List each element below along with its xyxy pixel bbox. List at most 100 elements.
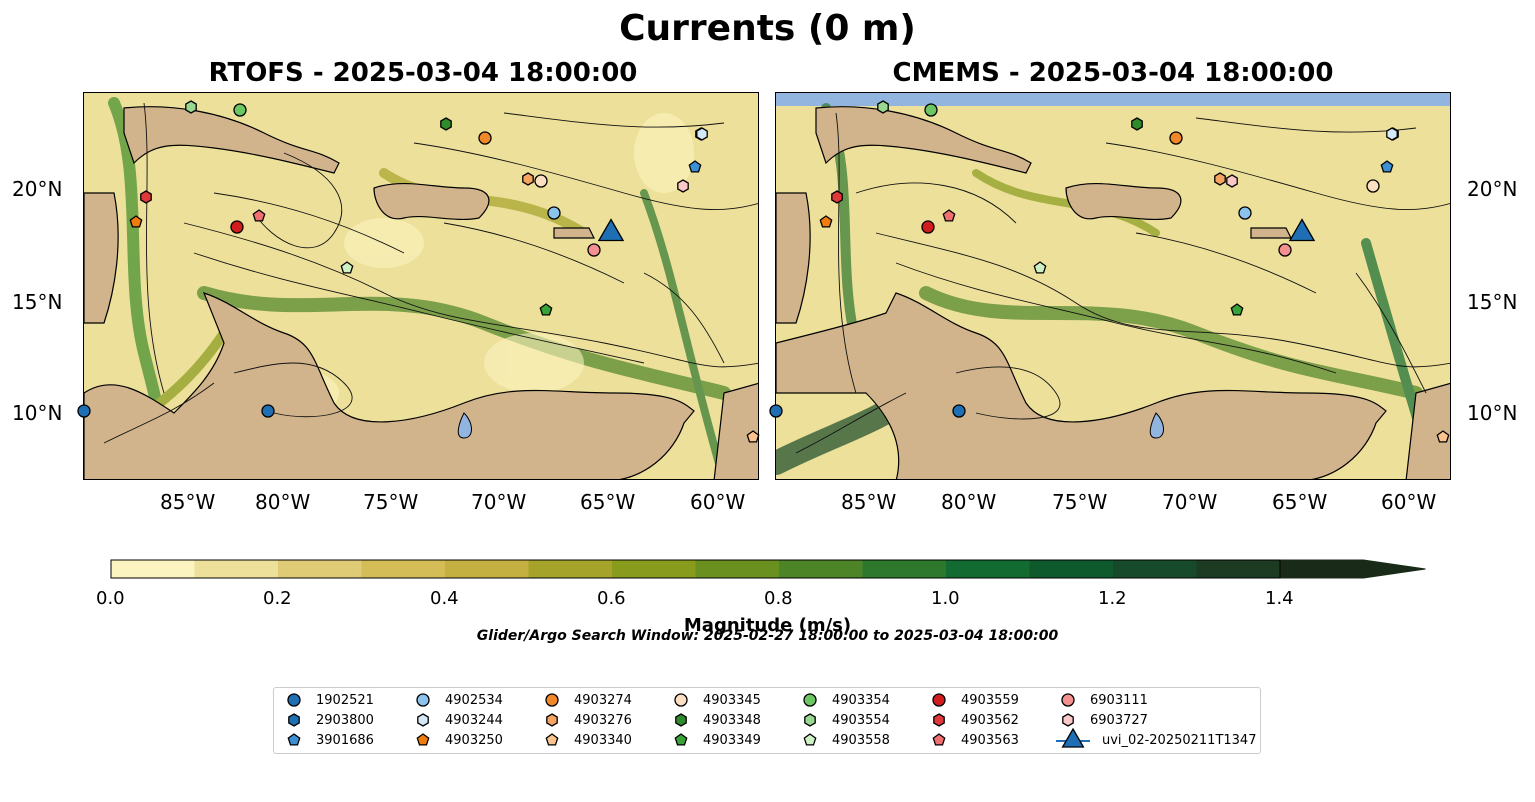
lon-tick-label: 80°W [255,490,311,514]
legend-float-marker [417,713,429,727]
legend-float-marker [416,733,430,746]
lon-tick-label: 75°W [1052,490,1108,514]
float-marker-rtofs [77,404,91,418]
legend-marker-icon [1061,693,1075,707]
colorbar-segment [445,560,529,578]
float-marker-cmems [921,220,935,234]
colorbar-segment [1113,560,1197,578]
float-marker-rtofs [129,215,143,228]
streamlines-rtofs [103,102,758,444]
colorbar-tick-label: 0.6 [597,588,626,609]
lon-tick-label: 80°W [941,490,997,514]
legend-marker-icon [546,713,558,727]
float-marker-cmems [769,404,783,418]
float-marker-rtofs [140,190,152,204]
legend-float-marker [546,713,558,727]
lon-tick-label: 65°W [1272,490,1328,514]
legend-item-label: 3901686 [316,732,374,748]
float-marker-cmems [1226,174,1238,188]
colorbar-segment [612,560,696,578]
lat-left-tick-label: 15°N [12,290,63,314]
colorbar-segment [111,560,195,578]
colorbar-segment [361,560,446,578]
legend-float-marker [675,713,687,727]
lat-right-tick-label: 10°N [1467,401,1518,425]
colorbar-tick-label: 0.2 [263,588,292,609]
legend-marker-icon [933,713,945,727]
legend-item-label: 4902534 [445,692,503,708]
float-marker-rtofs [230,220,244,234]
legend-item-label: 4903559 [961,692,1019,708]
colorbar-extend-arrow [1279,559,1426,579]
float-marker-cmems [831,190,843,204]
float-marker-cmems [952,404,966,418]
legend-item-label: uvi_02-20250211T1347 [1102,732,1257,748]
float-marker-rtofs [340,261,354,274]
lon-tick-label: 75°W [363,490,419,514]
colorbar-tick-label: 1.0 [931,588,960,609]
legend-item: 4903559 [929,690,1019,710]
colorbar-segment [946,560,1030,578]
float-marker-rtofs [534,174,548,188]
legend-item-label: 4903345 [703,692,761,708]
legend-glider-marker [1061,727,1085,748]
legend-item: 4903354 [800,690,890,710]
legend-marker-icon [416,733,430,746]
legend-marker-icon [674,733,688,746]
legend-item: 4903558 [800,730,890,750]
legend-marker-icon [675,713,687,727]
legend-item-label: 4903558 [832,732,890,748]
legend-item-label: 4903274 [574,692,632,708]
float-marker-cmems [877,100,889,114]
float-marker-cmems [1436,430,1450,443]
legend-item: 4903340 [542,730,632,750]
map-panel-rtofs [83,92,759,480]
legend-item-label: 4903340 [574,732,632,748]
glider-marker-cmems [1288,218,1316,242]
legend-item-label: 4903554 [832,712,890,728]
legend-item-label: 4903354 [832,692,890,708]
float-marker-cmems [942,209,956,222]
float-marker-cmems [1169,131,1183,145]
float-marker-rtofs [547,206,561,220]
colorbar-tick-label: 1.2 [1098,588,1127,609]
legend-float-marker [804,713,816,727]
float-marker-rtofs [587,243,601,257]
float-marker-rtofs [478,131,492,145]
float-marker-rtofs [233,103,247,117]
legend-marker-icon [545,733,559,746]
legend-item: 4903562 [929,710,1019,730]
legend-float-marker [416,693,430,707]
float-marker-rtofs [261,404,275,418]
legend-float-marker [287,733,301,746]
legend-item: 6903727 [1058,710,1148,730]
float-marker-cmems [1131,117,1143,131]
float-marker-cmems [1366,179,1380,193]
float-marker-rtofs [539,303,553,316]
legend-item: 4903345 [671,690,761,710]
legend-item: 6903111 [1058,690,1148,710]
legend-float-marker [932,733,946,746]
legend-item: 4903276 [542,710,632,730]
colorbar-segment [528,560,613,578]
lon-tick-label: 85°W [160,490,216,514]
legend-item: 4903250 [413,730,503,750]
float-marker-cmems [924,103,938,117]
colorbar [110,559,1426,579]
panel-title-cmems: CMEMS - 2025-03-04 18:00:00 [892,58,1334,88]
panel-title-rtofs: RTOFS - 2025-03-04 18:00:00 [208,58,638,88]
map-panel-cmems [775,92,1451,480]
legend-item: uvi_02-20250211T1347 [1056,727,1257,750]
lat-left-tick-label: 20°N [12,177,63,201]
colorbar-segment [1196,560,1281,578]
legend-item-label: 2903800 [316,712,374,728]
lat-right-tick-label: 20°N [1467,177,1518,201]
colorbar-segment [1029,560,1114,578]
colorbar-segment [278,560,362,578]
land-rtofs [84,106,758,479]
colorbar-tick-label: 0.4 [430,588,459,609]
legend-item-label: 6903111 [1090,692,1148,708]
legend-marker-icon [674,693,688,707]
float-marker-rtofs [522,172,534,186]
